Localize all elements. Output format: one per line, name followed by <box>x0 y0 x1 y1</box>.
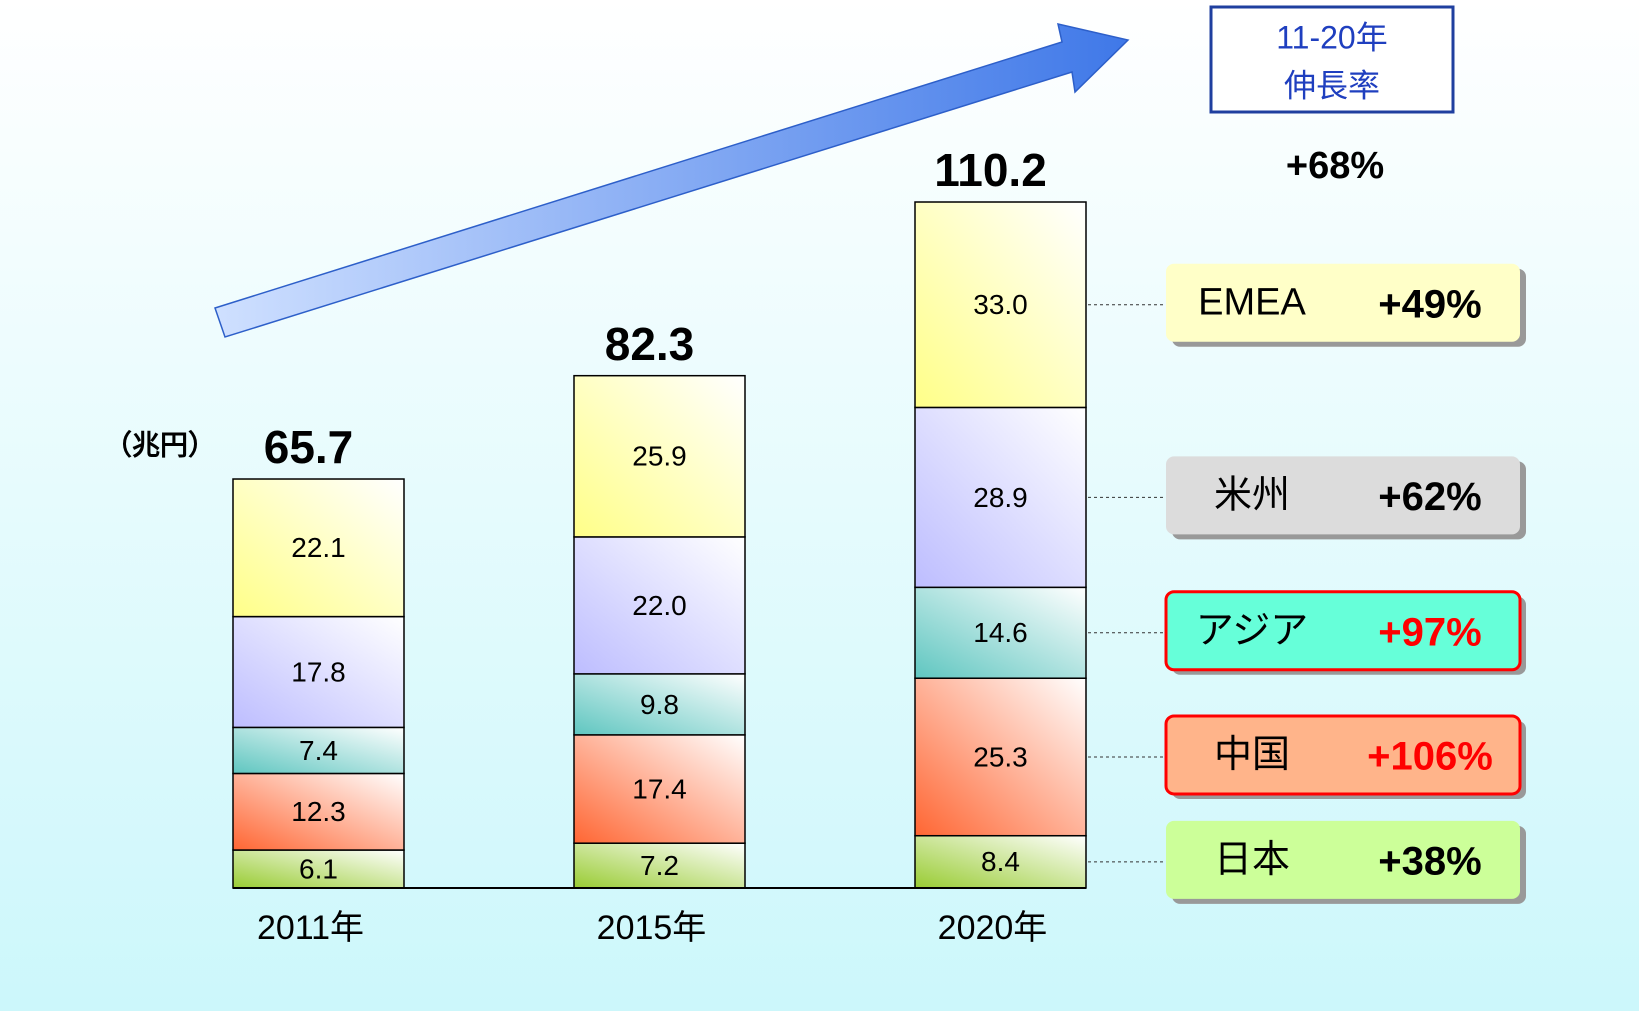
x-tick-label: 2011年 <box>257 909 364 947</box>
bar-segment <box>914 201 1087 409</box>
bar-segment <box>914 406 1087 589</box>
total-label: 65.7 <box>264 421 354 473</box>
growth-header: 11-20年 <box>1276 19 1387 55</box>
legend-growth: +49% <box>1378 282 1481 326</box>
bar-segment <box>573 842 746 889</box>
data-label: 33.0 <box>973 289 1028 320</box>
legend-box <box>1166 820 1520 899</box>
bar-segment <box>914 677 1087 837</box>
data-label: 28.9 <box>973 482 1028 513</box>
bar-segment <box>232 478 405 618</box>
data-label: 7.2 <box>640 850 679 881</box>
data-label: 9.8 <box>640 689 679 720</box>
x-tick-label: 2015年 <box>597 909 707 947</box>
data-label: 22.0 <box>632 590 687 621</box>
growth-header-box <box>1209 5 1455 114</box>
legend-box <box>1164 714 1522 796</box>
legend-label: アジア <box>1196 610 1308 652</box>
legend-box <box>1166 263 1520 342</box>
unit-label: （兆円） <box>104 428 216 460</box>
data-label: 25.9 <box>632 441 687 472</box>
data-label: 12.3 <box>291 796 346 827</box>
legend-growth: +106% <box>1367 735 1493 779</box>
legend-label: 中国 <box>1214 734 1290 776</box>
total-label: 82.3 <box>605 318 695 370</box>
x-tick-label: 2020年 <box>938 909 1048 947</box>
legend-growth: +97% <box>1378 610 1481 654</box>
data-label: 6.1 <box>299 853 338 884</box>
bar-segment <box>573 673 746 736</box>
legend-label: EMEA <box>1198 282 1306 324</box>
legend-growth: +62% <box>1378 475 1481 519</box>
data-label: 14.6 <box>973 617 1028 648</box>
total-label: 110.2 <box>934 144 1047 196</box>
bar-segment <box>914 834 1087 889</box>
legend-growth: +38% <box>1378 839 1481 883</box>
data-label: 8.4 <box>981 846 1020 877</box>
data-label: 22.1 <box>291 532 346 563</box>
bar-segment <box>573 734 746 844</box>
bar-segment <box>573 374 746 538</box>
legend-box <box>1166 456 1520 535</box>
growth-total: +68% <box>1286 145 1384 187</box>
growth-arrow <box>214 23 1130 338</box>
legend-label: 米州 <box>1214 474 1290 516</box>
growth-header: 伸長率 <box>1284 67 1380 103</box>
bar-segment <box>573 536 746 675</box>
data-label: 17.4 <box>632 773 687 804</box>
legend-box <box>1164 590 1522 672</box>
data-label: 17.8 <box>291 656 346 687</box>
data-label: 25.3 <box>973 741 1028 772</box>
data-label: 7.4 <box>299 735 338 766</box>
legend-label: 日本 <box>1214 839 1290 881</box>
